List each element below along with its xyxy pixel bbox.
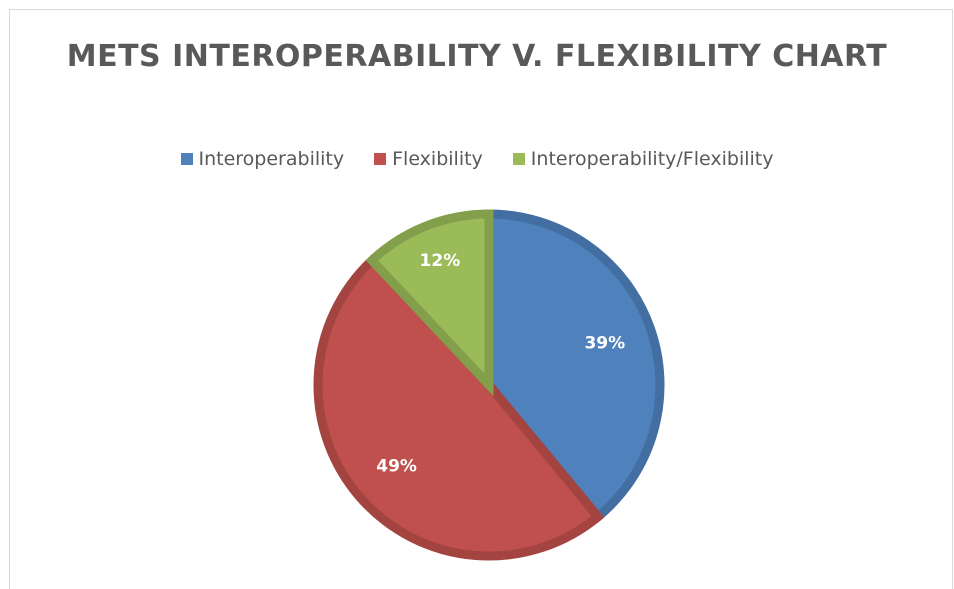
legend-item-flexibility: Flexibility [374,148,483,170]
chart-title-text: METS INTEROPERABILITY V. FLEXIBILITY CHA… [66,39,888,74]
legend-label-interoperability-flexibility: Interoperability/Flexibility [530,148,774,170]
legend-swatch-interoperability-flexibility [512,153,525,165]
data-label-interoperability: 39% [584,333,625,353]
legend-item-interoperability: Interoperability [180,148,345,170]
pie-slice-flexibility [313,253,605,561]
legend-item-interoperability-flexibility: Interoperability/Flexibility [512,148,774,170]
data-label-interoperability-flexibility: 12% [420,251,461,271]
chart-legend: Interoperability Flexibility Interoperab… [0,148,954,170]
chart-title: METS INTEROPERABILITY V. FLEXIBILITY CHA… [0,34,954,79]
legend-swatch-interoperability [180,153,193,165]
pie-data-labels: 39% 49% 12% [376,251,625,476]
legend-label-interoperability: Interoperability [198,148,345,170]
legend-label-flexibility: Flexibility [392,148,483,170]
pie-slices [313,209,665,561]
data-label-flexibility: 49% [376,456,417,476]
legend-swatch-flexibility [374,153,387,165]
pie-slice-interoperability [484,209,665,524]
pie-slice-interoperability-flexibility [365,209,494,397]
